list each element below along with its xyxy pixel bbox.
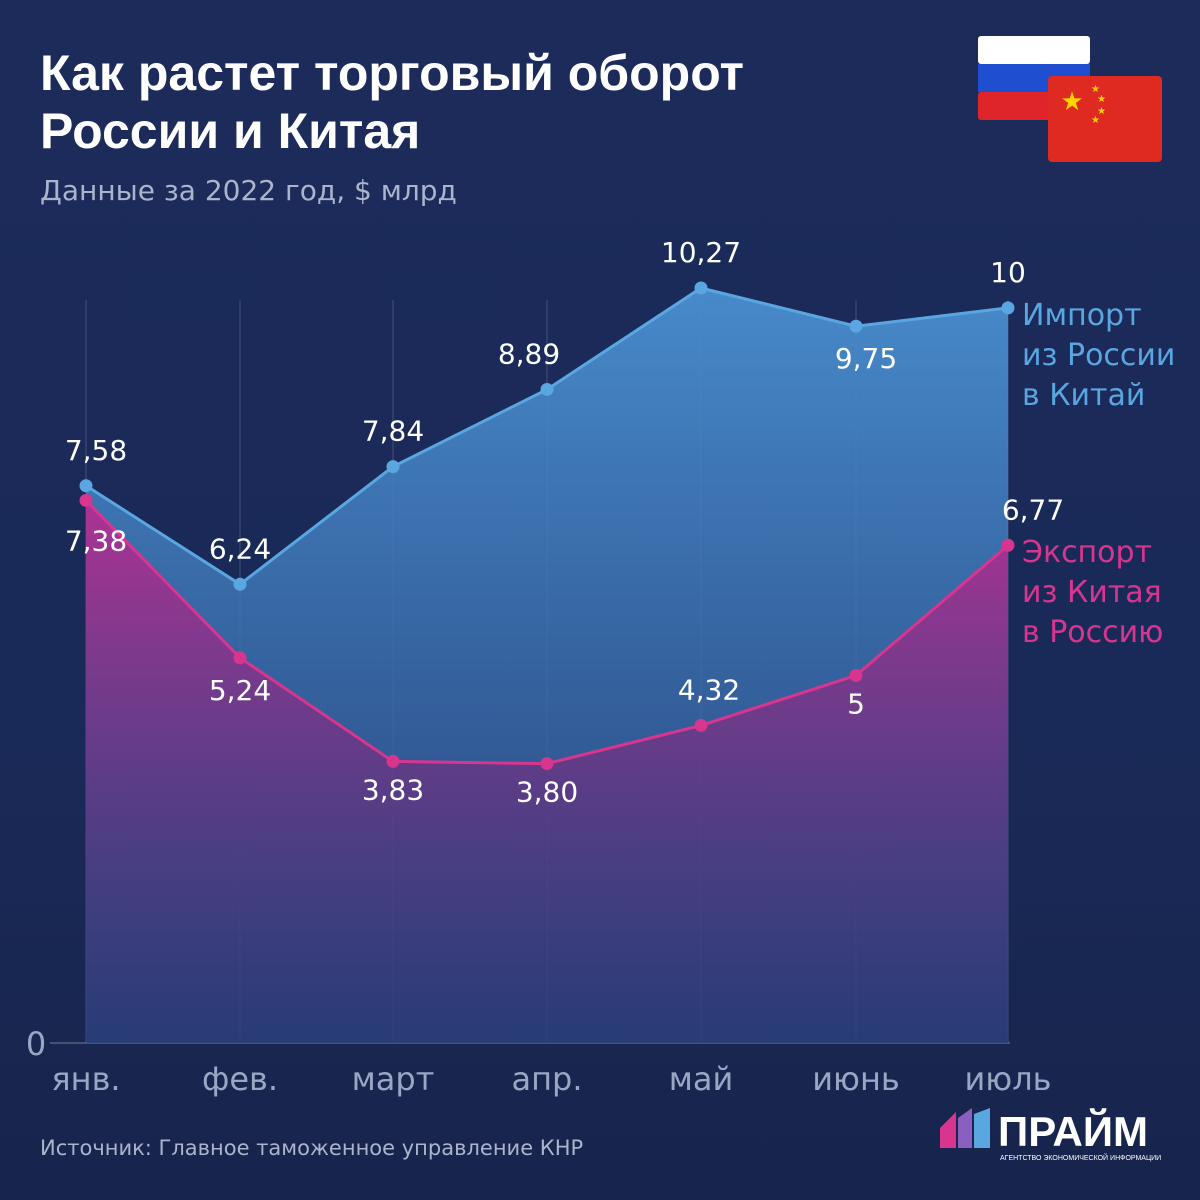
- data-label: 4,32: [678, 673, 740, 706]
- data-point: [233, 577, 247, 591]
- data-label: 6,77: [1002, 493, 1064, 526]
- x-tick-label: июнь: [812, 1060, 900, 1098]
- data-label: 5,24: [209, 674, 271, 707]
- prime-logo: ПРАЙМ АГЕНТСТВО ЭКОНОМИЧЕСКОЙ ИНФОРМАЦИИ: [940, 1107, 1161, 1162]
- data-label: 3,80: [516, 776, 578, 809]
- chart-subtitle: Данные за 2022 год, $ млрд: [40, 174, 457, 207]
- data-point: [386, 754, 400, 768]
- data-point: [540, 382, 554, 396]
- legend-label: из России: [1022, 338, 1175, 373]
- legend-label: Экспорт: [1022, 535, 1152, 570]
- data-point: [694, 281, 708, 295]
- data-point: [79, 479, 93, 493]
- legend-label: Импорт: [1022, 298, 1142, 333]
- x-tick-label: фев.: [202, 1060, 278, 1098]
- x-tick-label: май: [669, 1060, 734, 1098]
- x-tick-label: апр.: [511, 1060, 582, 1098]
- data-point: [540, 757, 554, 771]
- data-label: 6,24: [209, 532, 271, 565]
- data-point: [1001, 538, 1015, 552]
- source-note: Источник: Главное таможенное управление …: [40, 1136, 584, 1160]
- svg-text:★: ★: [1097, 106, 1106, 117]
- data-label: 7,58: [65, 434, 127, 467]
- svg-text:★: ★: [1091, 84, 1100, 95]
- svg-text:★: ★: [1060, 87, 1083, 117]
- svg-text:★: ★: [1097, 94, 1106, 105]
- data-label: 7,38: [65, 524, 127, 557]
- y-tick-label: 0: [26, 1025, 46, 1063]
- title-line: Как растет торговый оборот: [40, 45, 745, 101]
- data-point: [849, 319, 863, 333]
- data-label: 10,27: [661, 236, 741, 269]
- legend-label: из Китая: [1022, 575, 1162, 610]
- chart-title: Как растет торговый оборот России и Кита…: [40, 44, 744, 160]
- svg-text:ПРАЙМ: ПРАЙМ: [998, 1107, 1148, 1155]
- data-label: 9,75: [835, 342, 897, 375]
- svg-text:АГЕНТСТВО ЭКОНОМИЧЕСКОЙ ИНФОРМ: АГЕНТСТВО ЭКОНОМИЧЕСКОЙ ИНФОРМАЦИИ: [1000, 1153, 1161, 1162]
- data-point: [694, 718, 708, 732]
- title-line: России и Китая: [40, 103, 421, 159]
- legend-label: в Россию: [1022, 615, 1163, 650]
- data-point: [1001, 301, 1015, 315]
- data-point: [79, 493, 93, 507]
- legend-label: в Китай: [1022, 378, 1145, 413]
- data-point: [233, 651, 247, 665]
- data-label: 10: [990, 256, 1026, 289]
- series-area: [86, 500, 1008, 1043]
- x-tick-label: янв.: [51, 1060, 120, 1098]
- data-label: 5: [847, 687, 865, 720]
- data-label: 7,84: [362, 415, 424, 448]
- svg-text:★: ★: [1091, 115, 1100, 126]
- data-point: [849, 668, 863, 682]
- data-label: 8,89: [498, 337, 560, 370]
- data-label: 3,83: [362, 773, 424, 806]
- x-tick-label: июль: [964, 1060, 1051, 1098]
- x-tick-label: март: [352, 1060, 435, 1098]
- data-point: [386, 460, 400, 474]
- china-flag: ★ ★ ★ ★ ★: [1048, 76, 1162, 162]
